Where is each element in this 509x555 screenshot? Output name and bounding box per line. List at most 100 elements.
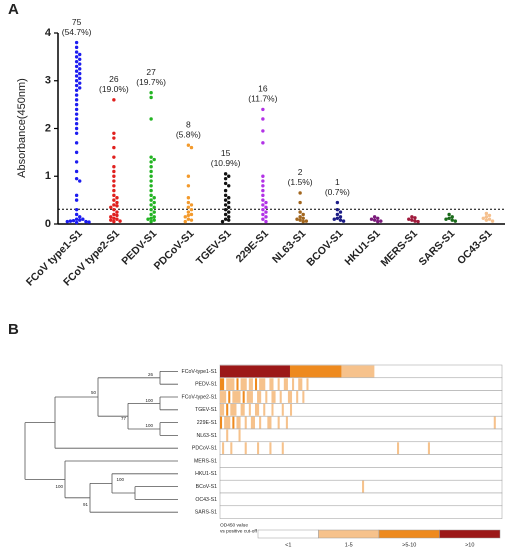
heat-cell (224, 416, 231, 429)
heat-cell (228, 391, 231, 403)
row-frame (219, 492, 503, 507)
data-point (261, 207, 265, 212)
x-tick-label: MERS-S1 (378, 227, 420, 269)
y-tick-label: 0 (45, 218, 51, 230)
data-point (115, 210, 119, 214)
data-point (410, 215, 414, 219)
data-point (447, 216, 451, 220)
data-point (78, 86, 82, 90)
data-point (112, 155, 116, 159)
row-label: FCoV-type1-S1 (182, 369, 218, 375)
legend-title: vs positive cut-off (220, 528, 258, 534)
data-point (112, 188, 116, 193)
data-point (416, 219, 420, 224)
legend-label: >5-10 (402, 542, 416, 548)
heat-cell (232, 391, 241, 403)
heat-cell (279, 391, 282, 403)
data-point (152, 215, 156, 219)
heat-cell (302, 391, 305, 403)
data-point (341, 219, 346, 223)
data-point (74, 93, 79, 97)
heat-cell (236, 378, 239, 391)
heat-cell (248, 378, 253, 391)
percent-label: (5.8%) (176, 129, 201, 139)
heat-cell (220, 403, 225, 416)
data-point (261, 203, 265, 207)
data-point (84, 219, 88, 224)
heat-cell (220, 378, 225, 391)
data-point (112, 136, 116, 140)
data-point (74, 169, 79, 174)
data-point (220, 219, 225, 224)
data-point (78, 62, 82, 66)
data-point (74, 193, 79, 198)
data-point (112, 203, 116, 207)
data-point (227, 200, 231, 205)
heat-cell (259, 416, 262, 429)
data-point (484, 215, 489, 219)
data-point (149, 203, 153, 207)
data-point (186, 210, 191, 214)
data-point (78, 215, 82, 219)
data-point (78, 71, 82, 76)
data-point (115, 217, 119, 221)
data-point (74, 79, 79, 83)
row-frame (219, 428, 503, 443)
data-point (261, 107, 265, 112)
data-point (189, 212, 194, 217)
heat-cell (226, 403, 229, 416)
panel-label: A (8, 1, 19, 18)
x-tick-label: NL63-S1 (270, 227, 308, 265)
data-point (149, 212, 153, 217)
heat-cell (257, 391, 262, 403)
data-point (261, 212, 265, 217)
count-label: 15 (221, 148, 231, 158)
data-point (78, 67, 82, 71)
data-point (481, 216, 485, 220)
data-point (487, 213, 492, 218)
data-point (186, 196, 191, 200)
data-point (261, 129, 265, 133)
data-point (74, 131, 79, 135)
data-point (186, 184, 191, 188)
heat-cell (296, 391, 299, 403)
data-point (78, 76, 82, 81)
data-point (186, 143, 191, 147)
data-point (189, 203, 194, 207)
data-point (223, 172, 228, 176)
data-point (183, 219, 187, 224)
heat-cell (240, 403, 245, 416)
heat-cell (238, 429, 241, 442)
heat-cell (220, 365, 290, 378)
heat-cell (427, 442, 430, 455)
data-point (376, 216, 380, 220)
y-tick-label: 3 (45, 75, 51, 87)
data-point (74, 59, 79, 64)
data-point (152, 210, 156, 214)
data-point (261, 179, 265, 183)
data-point (115, 196, 119, 200)
data-point (227, 174, 231, 178)
data-point (227, 210, 231, 214)
data-point (335, 200, 340, 205)
heat-cell (236, 416, 241, 429)
row-label: PEDV-S1 (195, 382, 217, 388)
data-point (74, 45, 79, 50)
row-label: MERS-S1 (194, 458, 217, 464)
data-point (149, 165, 153, 169)
data-point (183, 215, 187, 219)
data-point (74, 122, 79, 126)
x-tick-label: PDCoV-S1 (152, 227, 197, 272)
data-point (295, 217, 299, 221)
x-tick-label: HKU1-S1 (342, 227, 382, 267)
row-label: HKU1-S1 (195, 471, 217, 477)
data-point (149, 117, 153, 121)
data-point (74, 64, 79, 69)
data-point (335, 216, 340, 220)
count-label: 75 (72, 17, 82, 27)
y-tick-label: 4 (45, 27, 52, 39)
data-point (484, 218, 489, 222)
data-point (149, 160, 153, 164)
heat-cell (397, 442, 400, 455)
